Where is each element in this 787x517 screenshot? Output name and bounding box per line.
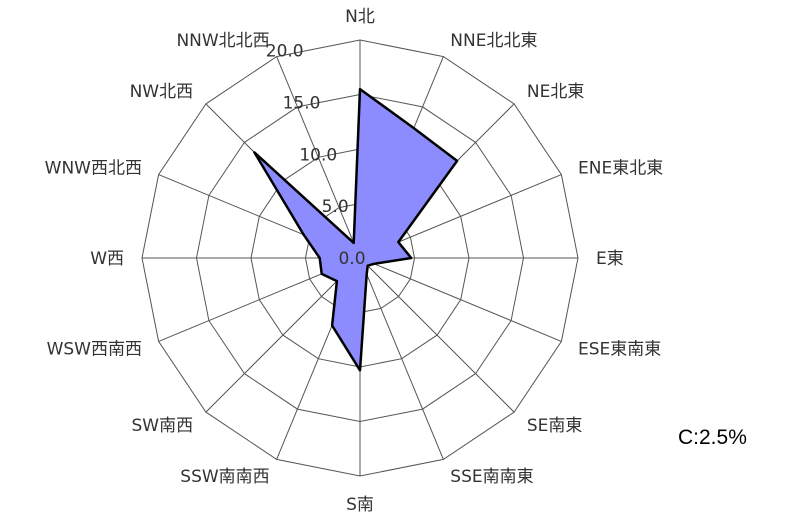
direction-label: SW南西 (131, 416, 193, 436)
grid-spoke (359, 257, 562, 342)
direction-labels: N北 NNE北北東 NE北東 ENE東北東 E東 ESE東南東 SE南東 SSE南南東 S南 SS… (45, 7, 664, 515)
radial-tick-labels: 0.0 5.0 10.0 15.0 20.0 (266, 42, 366, 269)
tick-label: 15.0 (283, 94, 321, 114)
grid-spoke (276, 56, 361, 259)
tick-label: 5.0 (322, 197, 349, 217)
grid-spoke (359, 257, 515, 413)
direction-label: ESE東南東 (578, 339, 661, 359)
direction-label: SSW南南西 (180, 467, 269, 487)
direction-label: NE北東 (527, 82, 584, 102)
direction-label: WSW西南西 (47, 339, 142, 359)
direction-label: E東 (596, 249, 624, 269)
direction-label: WNW西北西 (45, 159, 142, 179)
grid-spoke (205, 257, 361, 413)
direction-label: NNW北北西 (176, 31, 269, 51)
direction-label: W西 (90, 249, 124, 269)
grid-spoke (359, 257, 444, 460)
direction-label: S南 (346, 495, 374, 515)
wind-frequency-polygon (253, 87, 459, 372)
direction-label: ENE東北東 (578, 159, 663, 179)
calm-percentage: C:2.5% (678, 426, 747, 449)
direction-label: SE南東 (527, 416, 583, 436)
direction-label: N北 (345, 7, 375, 27)
direction-label: NNE北北東 (450, 31, 537, 51)
tick-label: 20.0 (266, 42, 304, 62)
tick-label: 0.0 (338, 249, 365, 269)
tick-label: 10.0 (299, 145, 337, 165)
direction-label: SSE南南東 (450, 467, 533, 487)
direction-label: NW北西 (130, 82, 194, 102)
